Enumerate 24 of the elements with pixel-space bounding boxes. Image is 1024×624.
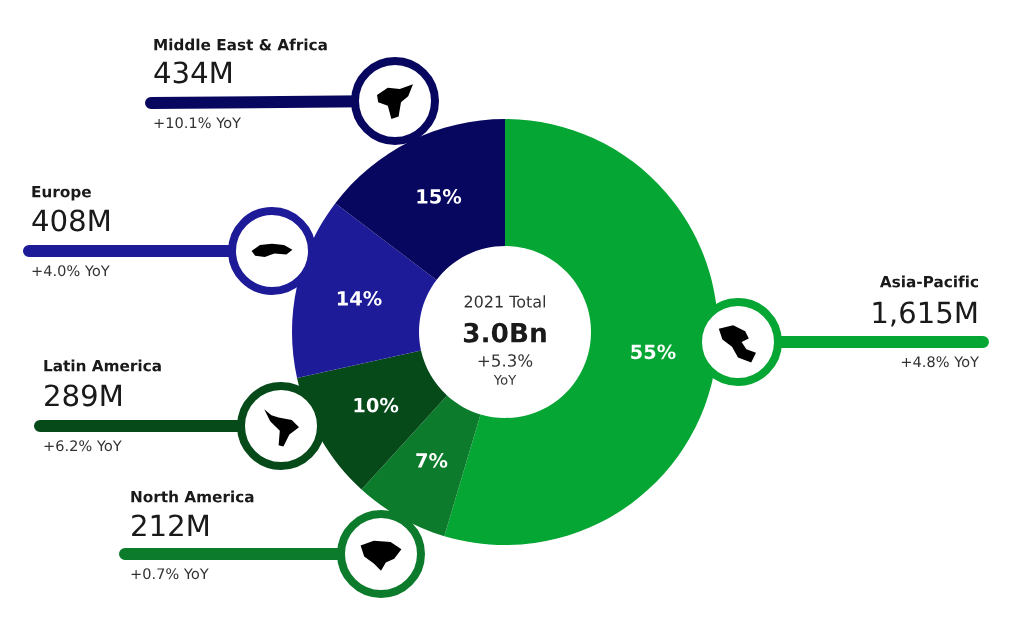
slice-label: Latin America [44,359,161,372]
data-label: 1,615M [873,301,977,327]
text: +0.7% YoY [131,568,209,580]
text: 2021 Total [464,295,546,308]
text: 15% [417,189,462,204]
data-label: 434M [154,61,231,84]
slice-label: Asia-Pacific [879,275,978,288]
text: +4.0% YoY [32,265,110,277]
text: +6.2% YoY [44,440,122,452]
text: YoY [493,375,517,385]
text: +4.8% YoY [901,356,980,368]
text: +5.3% [478,354,533,367]
text: 14% [337,290,382,306]
slice-label: North America [131,490,254,503]
data-label: 289M [45,384,121,407]
slice-label: Middle East & Africa [154,38,327,51]
slice-label: Europe [32,186,91,201]
text: +10.1% YoY [154,117,242,129]
data-label: 408M [32,209,109,232]
text: 7% [416,453,448,468]
data-label: 212M [132,514,208,537]
text: 10% [354,397,399,413]
text: 3.0Bn [463,322,546,343]
text: 55% [631,344,676,360]
